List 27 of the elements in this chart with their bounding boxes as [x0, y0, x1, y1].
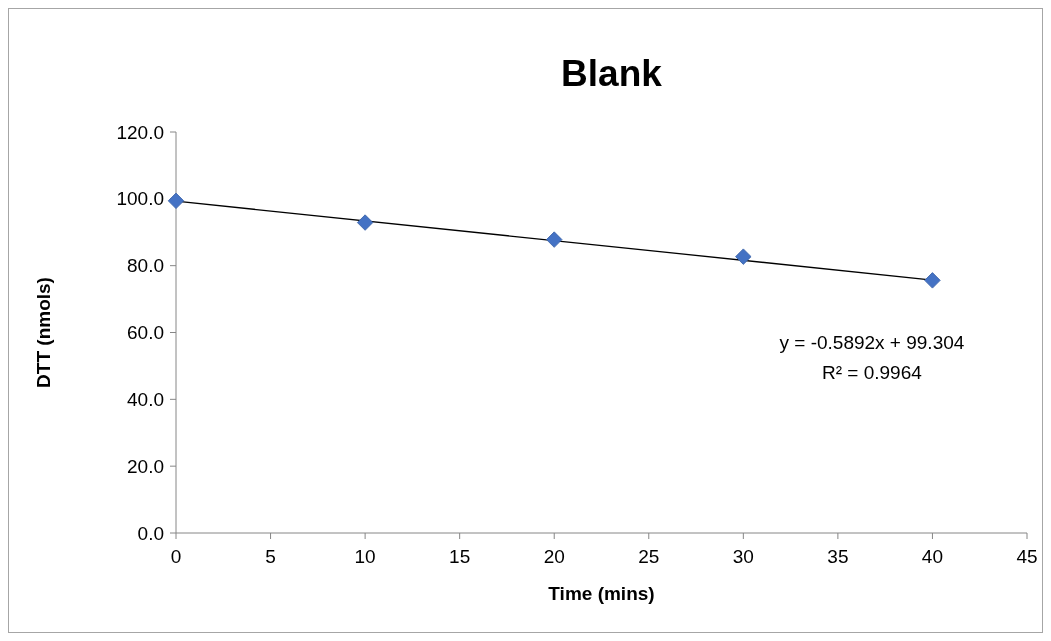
- x-axis-title: Time (mins): [548, 583, 655, 604]
- y-axis-title: DTT (nmols): [33, 277, 54, 388]
- x-tick-label: 15: [449, 546, 471, 567]
- point: [546, 231, 563, 248]
- x-tick-label: 40: [921, 546, 944, 567]
- annotation: R² = 0.9964: [822, 362, 923, 384]
- y-tick-label: 80.0: [127, 255, 164, 277]
- x-tick-label: 10: [354, 546, 376, 567]
- x-tick-label: 0: [170, 546, 182, 567]
- point: [924, 272, 941, 289]
- point: [356, 214, 374, 231]
- chart-title: Blank: [561, 53, 663, 94]
- point: [167, 192, 185, 209]
- x-tick-label: 25: [638, 546, 660, 567]
- y-tick-label: 20.0: [127, 455, 164, 477]
- x-tick-label: 35: [827, 546, 849, 567]
- annotation: y = -0.5892x + 99.304: [779, 332, 965, 354]
- y-tick-label: 0.0: [137, 522, 164, 544]
- y-tick-label: 60.0: [127, 322, 164, 344]
- x-tick-label: 5: [265, 546, 276, 567]
- y-tick-label: 40.0: [127, 388, 164, 410]
- x-tick-label: 20: [543, 546, 565, 567]
- y-tick-label: 100.0: [116, 188, 164, 210]
- x-tick-label: 30: [732, 546, 754, 567]
- y-tick-label: 120.0: [116, 121, 164, 143]
- x-tick-label: 45: [1016, 546, 1038, 567]
- point: [735, 248, 752, 265]
